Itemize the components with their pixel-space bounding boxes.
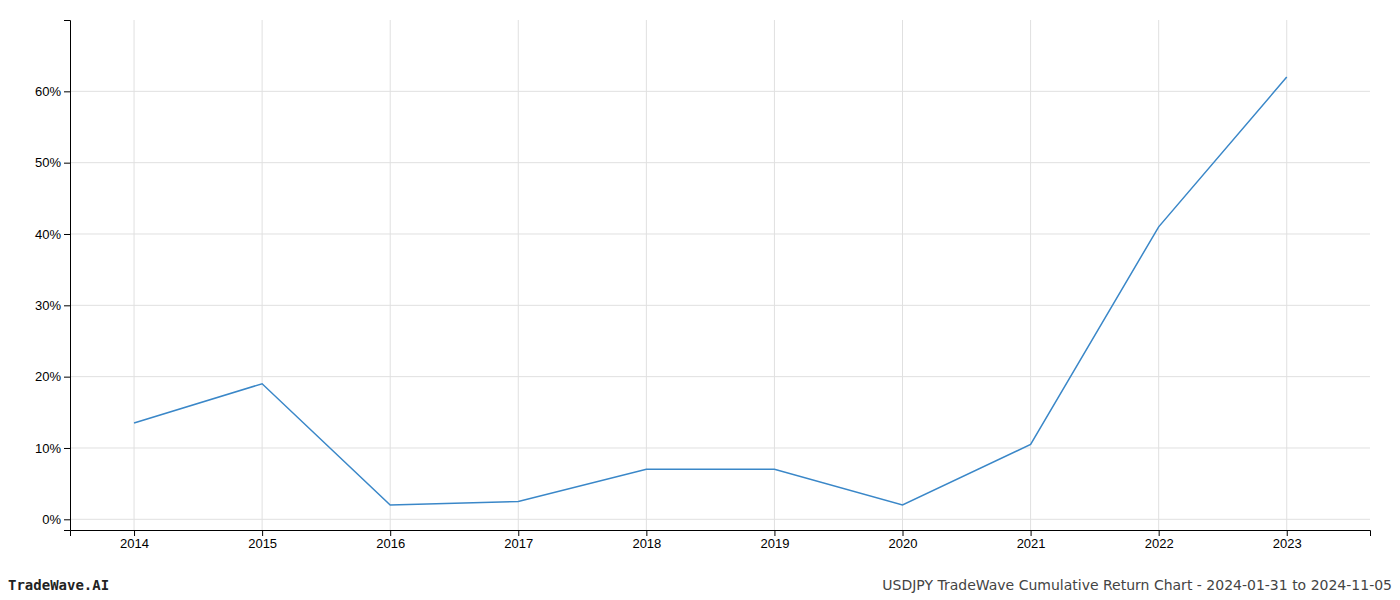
grid-line [70, 305, 1370, 306]
line [134, 77, 1287, 505]
grid-line [1158, 20, 1159, 530]
plot-area: 2014 2015 2016 2017 2018 2019 2020 2021 2022 2023… [35, 20, 1371, 551]
grid-line [902, 20, 903, 530]
tick-mark [64, 448, 70, 449]
marks [134, 77, 1287, 505]
tick-label: 2016 [376, 536, 405, 551]
grid-line [774, 20, 775, 530]
grid-line [70, 162, 1370, 163]
tick-mark [1031, 530, 1032, 536]
tick: 2019 [760, 530, 789, 551]
grid-line [70, 376, 1370, 377]
x-axis: 2014 2015 2016 2017 2018 2019 2020 2021 2022 2023 [71, 530, 1371, 551]
tick-mark [646, 530, 647, 536]
chart: 2014 2015 2016 2017 2018 2019 2020 2021 2022 2023… [0, 0, 1400, 600]
tick: 2017 [504, 530, 533, 551]
tick: 2020 [889, 530, 918, 551]
tick-label: 50% [35, 155, 61, 170]
footer-right: USDJPY TradeWave Cumulative Return Chart… [882, 577, 1392, 593]
tick-label: 2017 [504, 536, 533, 551]
tick-mark [64, 163, 70, 164]
tick: 50% [35, 155, 70, 170]
grid-line [390, 20, 391, 530]
tick-label: 2019 [760, 536, 789, 551]
grid-line [1030, 20, 1031, 530]
tick-mark [390, 530, 391, 536]
tick-mark [518, 530, 519, 536]
grid-line [70, 519, 1370, 520]
tick-label: 0% [42, 512, 61, 527]
grid-line [262, 20, 263, 530]
grid-line [70, 447, 1370, 448]
tick: 30% [35, 298, 70, 313]
tick: 2018 [632, 530, 661, 551]
tick: 40% [35, 227, 70, 242]
grid-line [134, 20, 135, 530]
tick-mark [64, 377, 70, 378]
tick: 2014 [120, 530, 149, 551]
tick: 60% [35, 84, 70, 99]
tick: 0% [42, 512, 70, 527]
tick-mark [903, 530, 904, 536]
axis-line [71, 531, 1371, 537]
grid-line [70, 91, 1370, 92]
tick-mark [1287, 530, 1288, 536]
tick: 2022 [1145, 530, 1174, 551]
tick-mark [1159, 530, 1160, 536]
grid-line [70, 233, 1370, 234]
tick-label: 2022 [1145, 536, 1174, 551]
tick-mark [64, 519, 70, 520]
tick-mark [134, 530, 135, 536]
tick-label: 2020 [889, 536, 918, 551]
tick: 10% [35, 441, 70, 456]
tick-mark [774, 530, 775, 536]
grid [70, 20, 1370, 530]
tick: 2016 [376, 530, 405, 551]
tick-mark [262, 530, 263, 536]
tick-label: 2021 [1017, 536, 1046, 551]
footer-left: TradeWave.AI [8, 577, 109, 593]
tick: 2021 [1017, 530, 1046, 551]
tick-label: 30% [35, 298, 61, 313]
tick-label: 60% [35, 84, 61, 99]
tick: 2015 [248, 530, 277, 551]
tick-label: 2023 [1273, 536, 1302, 551]
tick-label: 20% [35, 369, 61, 384]
tick-mark [64, 91, 70, 92]
grid-line [518, 20, 519, 530]
grid-line [646, 20, 647, 530]
y-axis: 0% 10% 20% 30% 40% 50% 60% [35, 21, 71, 531]
tick-label: 2018 [632, 536, 661, 551]
axis-line [64, 21, 71, 531]
tick-label: 2015 [248, 536, 277, 551]
tick-label: 2014 [120, 536, 149, 551]
tick-label: 40% [35, 227, 61, 242]
tick-mark [64, 234, 70, 235]
annotations: TradeWave.AI USDJPY TradeWave Cumulative … [8, 577, 1392, 593]
grid-line [1286, 20, 1287, 530]
tick-mark [64, 305, 70, 306]
tick: 20% [35, 369, 70, 384]
tick: 2023 [1273, 530, 1302, 551]
tick-label: 10% [35, 441, 61, 456]
